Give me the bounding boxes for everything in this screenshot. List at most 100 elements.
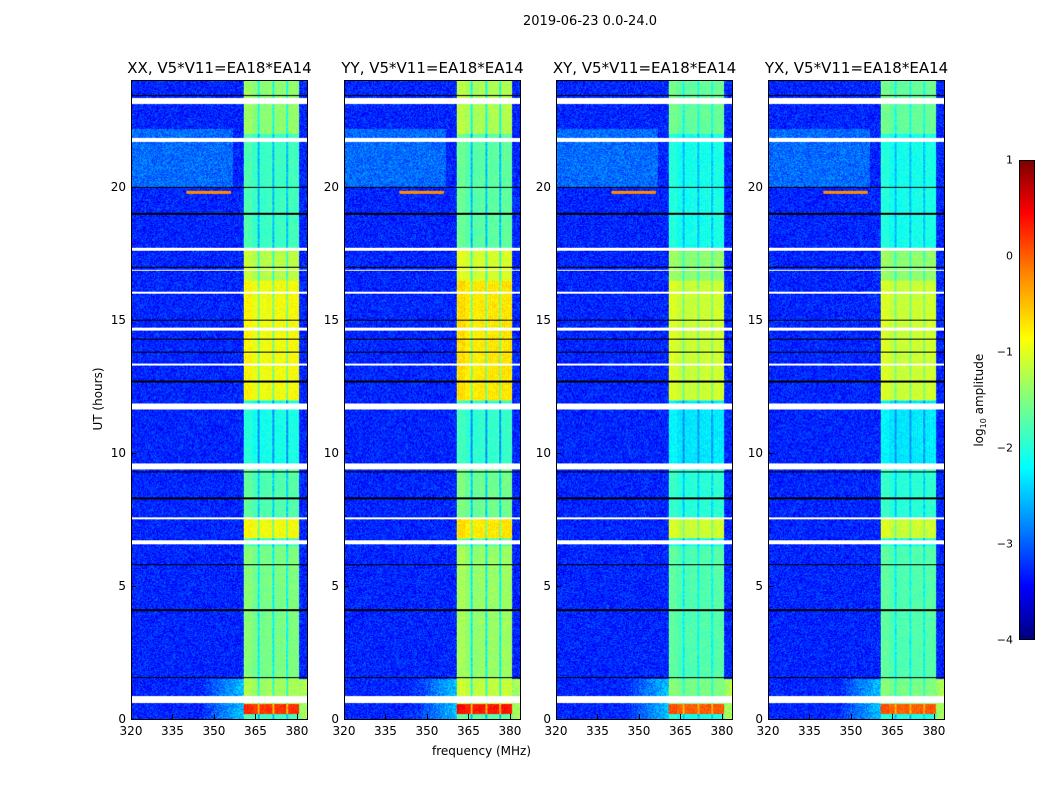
y-tick-label: 5 — [755, 578, 763, 593]
y-tick-mark — [344, 452, 349, 454]
x-tick-mark — [255, 714, 257, 719]
x-tick-label: 320 — [119, 724, 143, 738]
y-tick-label: 20 — [110, 179, 126, 194]
x-tick-label: 380 — [710, 724, 734, 738]
x-tick-label: 380 — [922, 724, 946, 738]
heatmap-panel-yy — [344, 80, 521, 720]
y-tick-label: 10 — [110, 445, 126, 460]
panel-title-yy: YY, V5*V11=EA18*EA14 — [341, 59, 524, 77]
x-tick-mark — [296, 714, 298, 719]
x-tick-mark — [426, 714, 428, 719]
y-axis-label: UT (hours) — [91, 367, 105, 431]
colorbar-label-sub: 10 — [979, 418, 989, 429]
x-tick-label: 320 — [332, 724, 356, 738]
y-tick-mark — [344, 719, 349, 720]
y-tick-label: 15 — [747, 312, 763, 327]
y-tick-label: 0 — [543, 712, 551, 726]
heatmap-image — [132, 81, 307, 719]
y-tick-mark — [131, 186, 136, 188]
y-tick-label: 10 — [323, 445, 339, 460]
x-tick-label: 365 — [244, 724, 267, 738]
x-tick-label: 335 — [586, 724, 609, 738]
colorbar-tick-label: −1 — [996, 345, 1013, 359]
y-tick-label: 0 — [755, 712, 763, 726]
y-tick-mark — [131, 585, 136, 587]
y-tick-mark — [556, 319, 561, 321]
heatmap-panel-xx — [131, 80, 308, 720]
x-tick-label: 320 — [756, 724, 780, 738]
y-tick-mark — [556, 186, 561, 188]
panel-title-yx: YX, V5*V11=EA18*EA14 — [764, 59, 949, 77]
x-tick-label: 365 — [669, 724, 692, 738]
heatmap-panel-yx — [768, 80, 945, 720]
colorbar-tick-label: −2 — [996, 441, 1013, 455]
x-tick-mark — [768, 714, 769, 719]
x-tick-label: 365 — [881, 724, 904, 738]
x-tick-mark — [809, 714, 811, 719]
y-tick-label: 5 — [543, 578, 551, 593]
x-tick-mark — [131, 714, 132, 719]
colorbar-label-rest: amplitude — [971, 353, 986, 419]
x-tick-mark — [556, 714, 557, 719]
x-tick-mark — [344, 714, 345, 719]
y-tick-label: 0 — [118, 712, 126, 726]
y-tick-mark — [768, 319, 773, 321]
x-tick-label: 335 — [798, 724, 821, 738]
y-tick-label: 10 — [535, 445, 551, 460]
heatmap-image — [557, 81, 732, 719]
y-tick-label: 5 — [118, 578, 126, 593]
x-tick-mark — [721, 714, 723, 719]
y-tick-mark — [556, 719, 561, 720]
x-tick-mark — [597, 714, 599, 719]
x-tick-mark — [509, 714, 511, 719]
x-tick-mark — [172, 714, 174, 719]
colorbar-tick-label: −4 — [996, 633, 1013, 647]
x-tick-label: 380 — [285, 724, 309, 738]
y-tick-mark — [344, 319, 349, 321]
y-tick-mark — [556, 585, 561, 587]
y-tick-label: 20 — [323, 179, 339, 194]
colorbar-label-log: log — [971, 428, 986, 447]
x-tick-label: 350 — [202, 724, 226, 738]
y-tick-label: 0 — [331, 712, 339, 726]
colorbar-tick-label: 0 — [1006, 249, 1013, 263]
y-tick-label: 5 — [331, 578, 339, 593]
y-tick-label: 15 — [110, 312, 126, 327]
x-tick-label: 335 — [161, 724, 184, 738]
x-tick-label: 350 — [839, 724, 863, 738]
y-tick-mark — [768, 452, 773, 454]
x-axis-label: frequency (MHz) — [432, 744, 532, 758]
heatmap-panel-xy — [556, 80, 733, 720]
x-tick-label: 350 — [415, 724, 439, 738]
y-tick-label: 20 — [535, 179, 551, 194]
x-tick-label: 350 — [627, 724, 651, 738]
panel-title-xy: XY, V5*V11=EA18*EA14 — [552, 59, 737, 77]
x-tick-mark — [385, 714, 387, 719]
x-tick-mark — [850, 714, 852, 719]
y-tick-label: 15 — [323, 312, 339, 327]
y-tick-mark — [131, 319, 136, 321]
y-tick-mark — [131, 452, 136, 454]
panel-title-xx: XX, V5*V11=EA18*EA14 — [127, 59, 312, 77]
colorbar-tick-label: −3 — [996, 537, 1013, 551]
y-tick-label: 15 — [535, 312, 551, 327]
x-tick-label: 380 — [498, 724, 522, 738]
y-tick-mark — [344, 585, 349, 587]
x-tick-mark — [468, 714, 470, 719]
x-tick-mark — [892, 714, 894, 719]
x-tick-mark — [213, 714, 215, 719]
colorbar-label: log10 amplitude — [972, 350, 988, 450]
x-tick-mark — [638, 714, 640, 719]
heatmap-image — [345, 81, 520, 719]
y-tick-mark — [768, 186, 773, 188]
heatmap-image — [769, 81, 944, 719]
chart-title: 2019-06-23 0.0-24.0 — [523, 14, 657, 29]
y-tick-label: 20 — [747, 179, 763, 194]
x-tick-mark — [680, 714, 682, 719]
x-tick-label: 365 — [457, 724, 480, 738]
y-tick-mark — [344, 186, 349, 188]
y-tick-mark — [131, 719, 136, 720]
y-tick-mark — [556, 452, 561, 454]
colorbar — [1019, 160, 1035, 640]
y-tick-mark — [768, 585, 773, 587]
